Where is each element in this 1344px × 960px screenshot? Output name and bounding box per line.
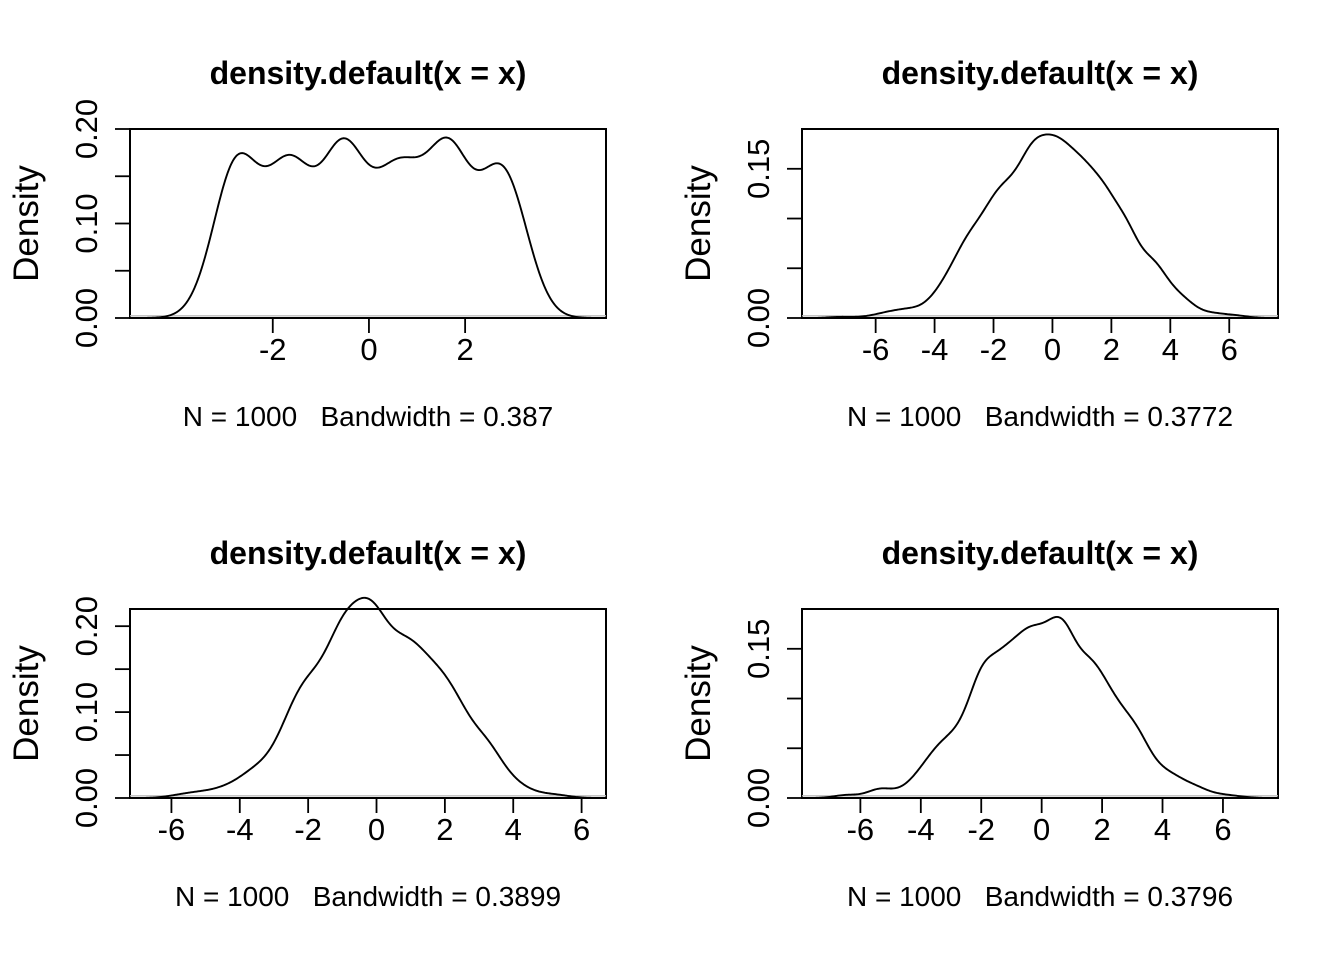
- svg-text:0.15: 0.15: [741, 619, 776, 679]
- svg-text:-2: -2: [967, 812, 995, 847]
- svg-text:6: 6: [1221, 332, 1238, 367]
- svg-text:-6: -6: [847, 812, 875, 847]
- svg-text:0.10: 0.10: [69, 682, 104, 742]
- svg-text:-4: -4: [226, 812, 254, 847]
- svg-text:0: 0: [1033, 812, 1050, 847]
- svg-text:2: 2: [1093, 812, 1110, 847]
- svg-text:Density: Density: [7, 165, 46, 282]
- svg-text:4: 4: [505, 812, 522, 847]
- svg-text:0.20: 0.20: [69, 99, 104, 159]
- svg-text:N = 1000 Bandwidth = 0.3772: N = 1000 Bandwidth = 0.3772: [847, 401, 1233, 432]
- svg-text:0.00: 0.00: [741, 288, 776, 348]
- svg-text:0.00: 0.00: [741, 768, 776, 828]
- svg-text:Density: Density: [7, 645, 46, 762]
- svg-text:Density: Density: [679, 165, 718, 282]
- svg-text:N = 1000 Bandwidth = 0.387: N = 1000 Bandwidth = 0.387: [183, 401, 554, 432]
- svg-text:density.default(x = x): density.default(x = x): [210, 535, 527, 571]
- svg-text:0.20: 0.20: [69, 596, 104, 656]
- svg-text:4: 4: [1154, 812, 1171, 847]
- svg-text:-6: -6: [158, 812, 186, 847]
- svg-text:density.default(x = x): density.default(x = x): [210, 55, 527, 91]
- svg-text:0.15: 0.15: [741, 139, 776, 199]
- svg-text:N = 1000 Bandwidth = 0.3899: N = 1000 Bandwidth = 0.3899: [175, 881, 561, 912]
- svg-text:6: 6: [1214, 812, 1231, 847]
- svg-text:0.10: 0.10: [69, 193, 104, 253]
- svg-text:0.00: 0.00: [69, 768, 104, 828]
- svg-text:6: 6: [573, 812, 590, 847]
- svg-text:density.default(x = x): density.default(x = x): [882, 55, 1199, 91]
- svg-text:-2: -2: [259, 332, 287, 367]
- svg-text:-4: -4: [907, 812, 935, 847]
- svg-text:-6: -6: [862, 332, 890, 367]
- svg-text:2: 2: [456, 332, 473, 367]
- svg-text:-2: -2: [294, 812, 322, 847]
- svg-text:-2: -2: [980, 332, 1008, 367]
- svg-text:density.default(x = x): density.default(x = x): [882, 535, 1199, 571]
- svg-text:0: 0: [1044, 332, 1061, 367]
- svg-text:-4: -4: [921, 332, 949, 367]
- svg-text:2: 2: [1103, 332, 1120, 367]
- svg-text:0.00: 0.00: [69, 288, 104, 348]
- svg-text:4: 4: [1162, 332, 1179, 367]
- svg-text:Density: Density: [679, 645, 718, 762]
- svg-text:N = 1000 Bandwidth = 0.3796: N = 1000 Bandwidth = 0.3796: [847, 881, 1233, 912]
- svg-text:2: 2: [436, 812, 453, 847]
- svg-text:0: 0: [360, 332, 377, 367]
- svg-text:0: 0: [368, 812, 385, 847]
